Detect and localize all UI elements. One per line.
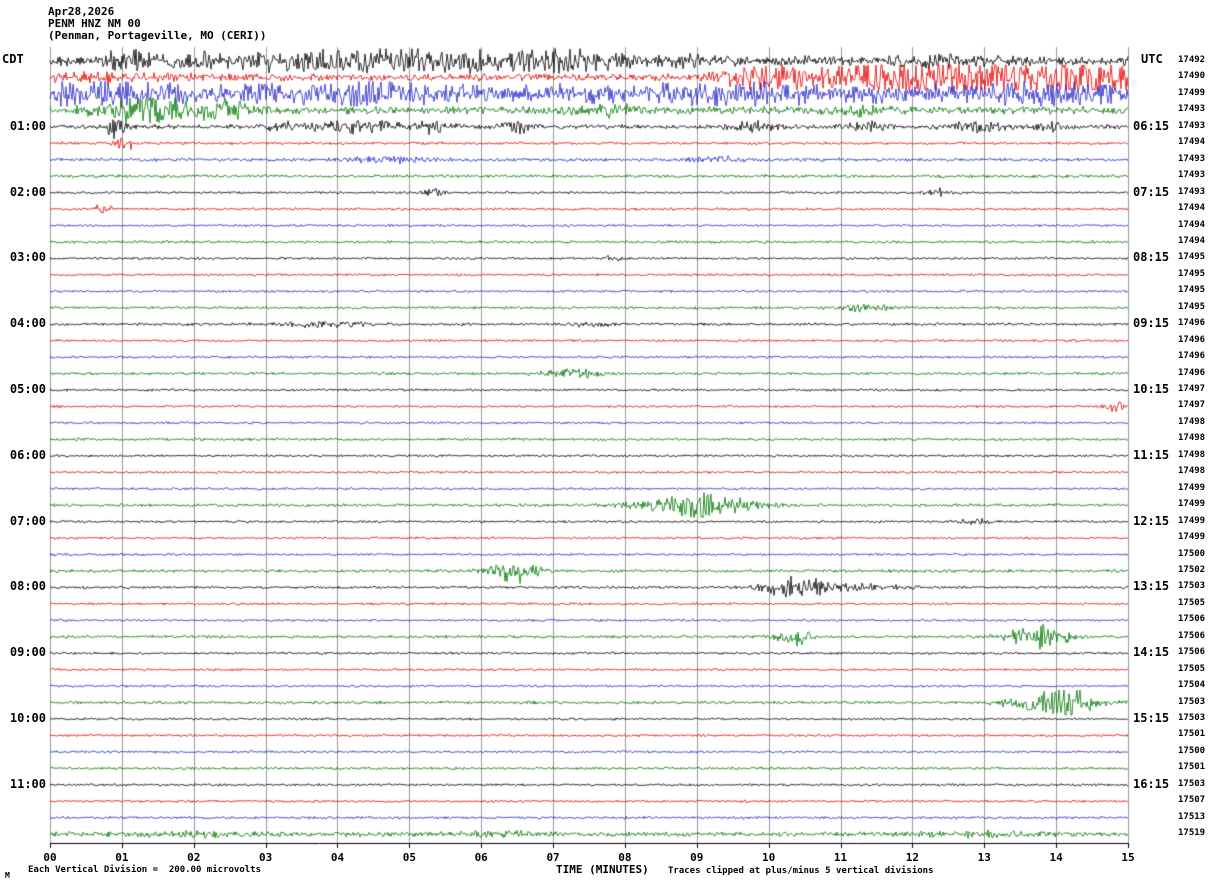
trace-id-label: 17493 [1178, 170, 1206, 181]
hour-label-left: 09:00 [9, 645, 46, 660]
trace-id-label: 17502 [1178, 564, 1206, 575]
trace-id-label: 17498 [1178, 416, 1206, 427]
station-label: PENM HNZ NM 00 [48, 17, 141, 30]
trace-id-label: 17495 [1178, 252, 1206, 263]
left-timezone-label: CDT [2, 52, 24, 66]
minute-tick-label: 14 [1049, 851, 1063, 864]
trace-id-label: 17493 [1178, 153, 1206, 164]
hour-label-left: 07:00 [9, 513, 46, 528]
trace-id-label: 17499 [1178, 499, 1206, 510]
hour-label-left: 02:00 [9, 184, 46, 199]
trace-id-label: 17494 [1178, 235, 1206, 246]
minute-tick-label: 05 [402, 851, 416, 864]
minute-tick-label: 06 [474, 851, 488, 864]
trace-id-label: 17496 [1178, 334, 1206, 345]
trace-id-label: 17495 [1178, 301, 1206, 312]
hour-label-right: 09:15 [1133, 316, 1170, 331]
trace-id-label: 17507 [1178, 795, 1206, 806]
minute-tick-label: 01 [115, 851, 129, 864]
trace-id-label: 17498 [1178, 466, 1206, 477]
minute-tick-label: 10 [762, 851, 776, 864]
trace-id-label: 17503 [1178, 581, 1206, 592]
trace-id-label: 17506 [1178, 614, 1206, 625]
trace-id-label: 17500 [1178, 745, 1206, 756]
corner-mark: M [5, 871, 10, 880]
minute-tick-label: 15 [1121, 851, 1135, 864]
hour-label-right: 07:15 [1133, 184, 1170, 199]
trace-id-label: 17496 [1178, 367, 1206, 378]
trace-id-label: 17503 [1178, 778, 1206, 789]
trace-id-label: 17494 [1178, 203, 1206, 214]
trace-id-label: 17503 [1178, 713, 1206, 723]
date-label: Apr28,2026 [48, 5, 115, 18]
minute-tick-label: 04 [330, 851, 345, 864]
minute-tick-label: 00 [43, 851, 57, 864]
trace-id-label: 17501 [1178, 762, 1206, 773]
trace-id-label: 17493 [1178, 186, 1206, 197]
hour-label-right: 11:15 [1133, 447, 1170, 462]
trace-id-label: 17499 [1178, 482, 1206, 493]
hour-label-right: 08:15 [1133, 250, 1170, 265]
hour-label-right: 12:15 [1133, 513, 1170, 528]
hour-label-left: 05:00 [9, 382, 46, 396]
trace-id-label: 17494 [1178, 137, 1206, 148]
hour-label-right: 06:15 [1133, 118, 1170, 133]
right-timezone-label: UTC [1141, 52, 1163, 66]
x-axis-title: TIME (MINUTES) [556, 863, 649, 876]
trace-id-label: 17496 [1178, 318, 1206, 329]
hour-label-right: 16:15 [1133, 776, 1170, 791]
minute-tick-label: 08 [618, 851, 632, 864]
trace-id-label: 17505 [1178, 663, 1206, 674]
hour-label-left: 11:00 [9, 776, 46, 791]
hour-label-left: 03:00 [9, 250, 46, 265]
trace-id-label: 17506 [1178, 647, 1206, 658]
hour-label-right: 10:15 [1133, 382, 1170, 396]
hour-label-right: 15:15 [1133, 711, 1170, 725]
trace-id-label: 17494 [1178, 219, 1206, 230]
hour-label-left: 08:00 [9, 579, 46, 594]
trace-id-label: 17495 [1178, 268, 1206, 279]
minute-tick-label: 13 [977, 851, 991, 864]
trace-id-label: 17492 [1178, 55, 1206, 65]
trace-id-label: 17513 [1178, 811, 1206, 822]
minute-tick-label: 02 [187, 851, 201, 864]
hour-label-left: 01:00 [9, 118, 46, 133]
hour-label-right: 14:15 [1133, 645, 1170, 660]
hour-label-left: 10:00 [9, 711, 46, 725]
clip-note: Traces clipped at plus/minus 5 vertical … [668, 866, 934, 876]
trace-id-label: 17504 [1178, 680, 1206, 691]
trace-id-label: 17506 [1178, 630, 1206, 641]
trace-id-label: 17497 [1178, 384, 1206, 394]
trace-id-label: 17498 [1178, 433, 1206, 444]
trace-id-label: 17500 [1178, 548, 1206, 559]
minute-tick-label: 11 [833, 851, 848, 864]
minute-tick-label: 07 [546, 851, 560, 864]
trace-id-label: 17499 [1178, 532, 1206, 543]
trace-id-label: 17503 [1178, 696, 1206, 707]
trace-id-label: 17493 [1178, 120, 1206, 131]
trace-id-label: 17493 [1178, 104, 1206, 115]
trace-id-label: 17496 [1178, 351, 1206, 362]
hour-label-right: 13:15 [1133, 579, 1170, 594]
trace-id-label: 17505 [1178, 597, 1206, 608]
trace-id-label: 17497 [1178, 400, 1206, 411]
minute-tick-label: 03 [258, 851, 273, 864]
minute-tick-label: 12 [905, 851, 920, 864]
trace-id-label: 17501 [1178, 729, 1206, 740]
trace-id-label: 17495 [1178, 285, 1206, 296]
trace-id-label: 17499 [1178, 87, 1206, 98]
trace-id-label: 17499 [1178, 515, 1206, 526]
location-label: (Penman, Portageville, MO (CERI)) [48, 29, 267, 42]
trace-id-label: 17519 [1178, 828, 1206, 839]
hour-label-left: 04:00 [9, 316, 46, 331]
trace-id-label: 17498 [1178, 449, 1206, 460]
hour-label-left: 06:00 [9, 447, 46, 462]
scale-note: Each Vertical Division = 200.00 microvol… [28, 865, 261, 875]
minute-tick-label: 09 [690, 851, 704, 864]
trace-id-label: 17490 [1178, 71, 1206, 82]
